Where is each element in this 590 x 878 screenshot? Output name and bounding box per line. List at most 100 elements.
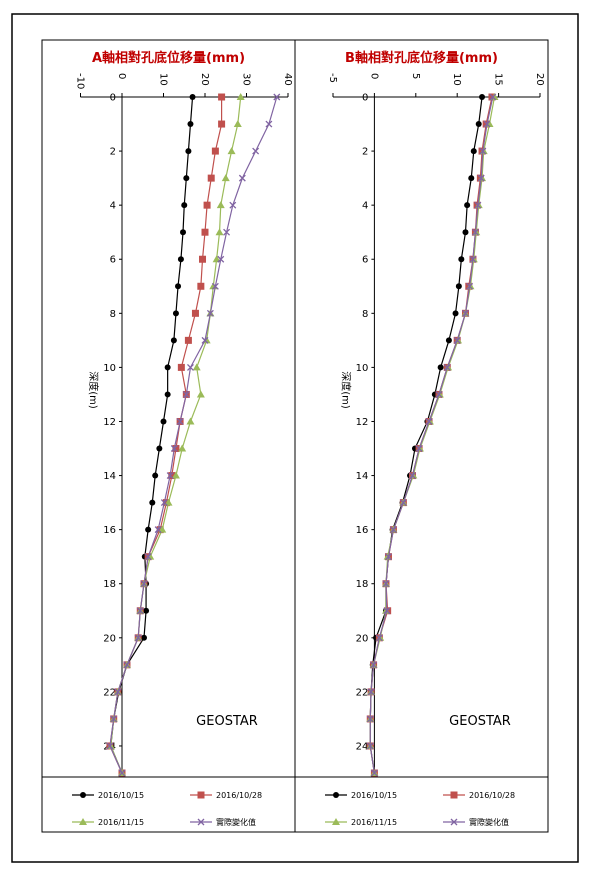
series-line <box>109 97 223 774</box>
marker <box>474 201 482 209</box>
y-tick-label: 0 <box>362 93 368 104</box>
series-line <box>369 96 494 774</box>
marker <box>114 688 122 696</box>
marker <box>252 147 260 155</box>
y-tick-label: 6 <box>110 255 116 266</box>
legend-marker <box>197 791 205 799</box>
x-tick-label: 30 <box>241 73 252 86</box>
annotation: GEOSTAR <box>449 714 511 729</box>
legend-label: 實際變化值 <box>469 817 509 827</box>
marker <box>143 607 150 614</box>
marker <box>170 445 178 452</box>
marker <box>218 120 226 128</box>
marker <box>382 580 390 588</box>
x-tick-label: -5 <box>327 73 338 83</box>
marker <box>238 174 246 182</box>
marker <box>134 634 142 642</box>
x-tick-label: 0 <box>368 73 379 79</box>
y-tick-label: 2 <box>362 147 368 158</box>
marker <box>471 228 479 236</box>
marker <box>191 309 199 317</box>
annotation: GEOSTAR <box>196 714 258 729</box>
marker <box>468 175 475 182</box>
y-tick-label: 8 <box>362 309 368 320</box>
marker <box>189 94 196 100</box>
marker <box>370 769 378 777</box>
marker <box>462 229 469 236</box>
marker <box>479 147 487 155</box>
x-tick-label: 5 <box>410 73 421 79</box>
legend-label: 實際變化值 <box>216 817 256 827</box>
marker <box>435 390 443 398</box>
marker <box>118 769 126 777</box>
marker <box>192 363 201 371</box>
y-tick-label: 10 <box>103 363 116 374</box>
marker <box>236 93 245 100</box>
marker <box>140 634 147 641</box>
marker <box>366 715 374 723</box>
marker <box>273 93 281 101</box>
legend-marker <box>450 791 458 799</box>
y-tick-label: 4 <box>362 201 368 212</box>
y-tick-label: 6 <box>362 255 368 266</box>
x-tick-label: 10 <box>451 73 462 86</box>
marker <box>425 418 433 425</box>
marker <box>168 472 176 480</box>
marker <box>437 364 444 371</box>
marker <box>389 526 397 534</box>
series-line <box>110 96 242 774</box>
series-line <box>369 96 496 774</box>
marker <box>175 283 182 290</box>
marker <box>409 472 416 480</box>
x-tick-label: 20 <box>534 73 545 86</box>
marker <box>177 256 184 263</box>
legend-frame <box>294 776 549 833</box>
marker <box>170 337 177 344</box>
marker <box>183 175 190 182</box>
legend-label: 2016/11/15 <box>98 818 144 827</box>
y-tick-label: 18 <box>356 579 369 590</box>
marker <box>464 202 471 209</box>
marker <box>187 363 194 371</box>
y-tick-label: 14 <box>103 471 116 482</box>
x-tick-label: 15 <box>493 73 504 86</box>
marker <box>186 417 195 425</box>
y-tick-label: 14 <box>356 471 369 482</box>
marker <box>196 390 205 398</box>
marker <box>229 201 237 209</box>
y-tick-label: 18 <box>103 579 116 590</box>
marker <box>199 255 207 263</box>
y-tick-label: 24 <box>356 741 369 752</box>
y-tick-label: 20 <box>356 633 369 644</box>
y-axis-label: 深度(m) <box>87 371 100 409</box>
marker <box>106 742 114 750</box>
legend-label: 2016/10/28 <box>469 791 515 800</box>
marker <box>160 418 167 425</box>
marker <box>144 553 152 561</box>
marker <box>206 309 214 317</box>
marker <box>383 607 391 615</box>
legend-label: 2016/11/15 <box>351 818 397 827</box>
legend-marker <box>80 792 86 798</box>
marker <box>136 607 144 615</box>
y-tick-label: 16 <box>103 525 116 536</box>
marker <box>211 282 219 290</box>
marker <box>110 715 118 723</box>
outer-frame <box>11 13 579 863</box>
marker <box>203 201 211 209</box>
marker <box>176 418 184 425</box>
marker <box>415 445 423 452</box>
y-tick-label: 12 <box>356 417 369 428</box>
marker <box>399 499 407 507</box>
y-tick-label: 20 <box>103 633 116 644</box>
marker <box>184 336 192 344</box>
legend-marker <box>333 792 339 798</box>
marker <box>483 120 491 128</box>
series-line <box>109 96 278 774</box>
x-tick-label: 0 <box>116 73 127 79</box>
y-axis-label: 深度(m) <box>339 371 352 409</box>
series-line <box>110 96 194 774</box>
marker <box>477 174 485 182</box>
chart-panel: A軸相對孔底位移量(mm) -10 0 10 20 30 40 0 2 4 6 8 10 12 14 16 18… <box>41 39 296 833</box>
marker <box>370 661 378 669</box>
